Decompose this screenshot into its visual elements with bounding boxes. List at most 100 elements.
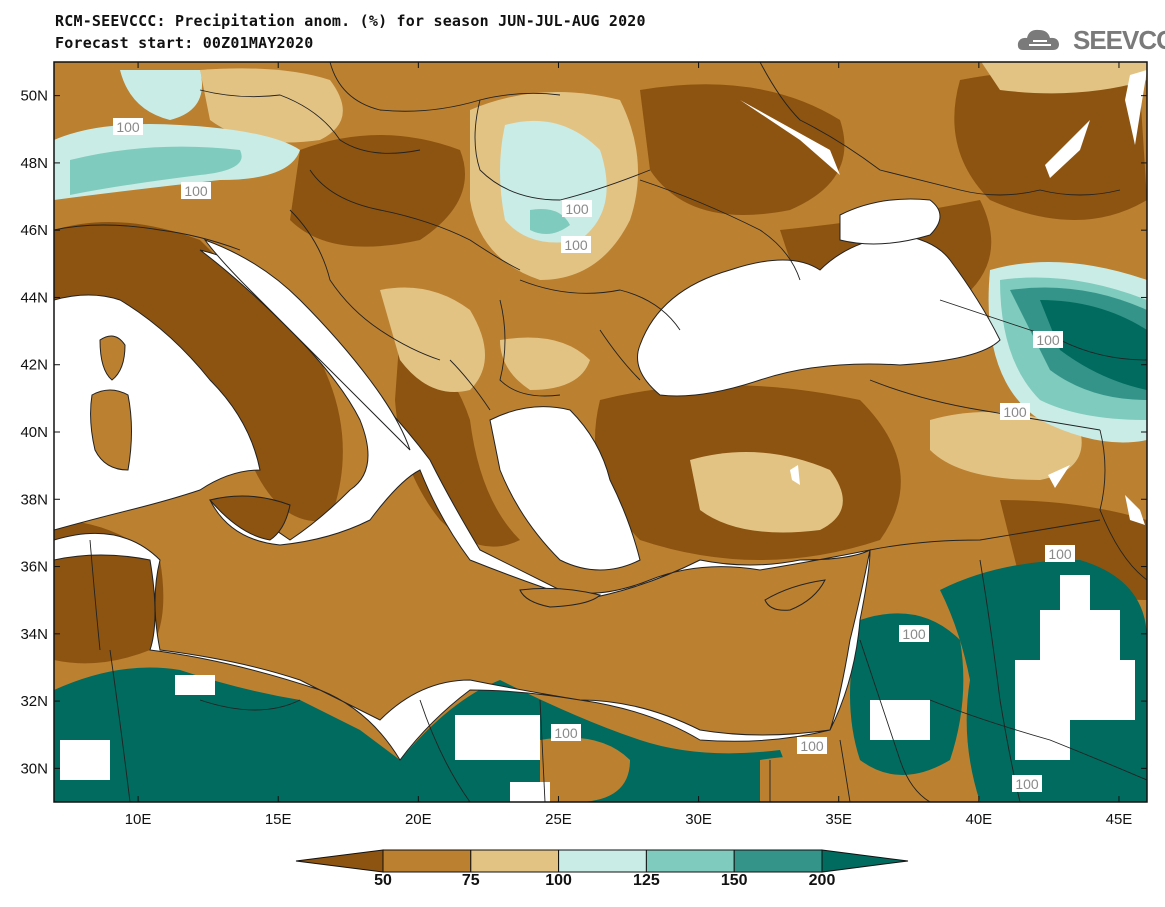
- contour-label: 100: [1003, 404, 1027, 420]
- field-light-tan: [981, 62, 1147, 94]
- forecast-start-label: Forecast start: 00Z01MAY2020: [55, 34, 314, 52]
- field-light-tan: [930, 412, 1082, 480]
- colorbar-segment: [558, 849, 647, 873]
- sicily: [209, 495, 291, 541]
- colorbar-label: 50: [374, 872, 392, 889]
- x-tick-label: 25E: [545, 811, 572, 828]
- x-tick-label: 30E: [685, 811, 712, 828]
- contour-label: 100: [1015, 776, 1039, 792]
- colorbar-label: 100: [545, 872, 572, 889]
- contour-labels: 100 100 100 100 100 100 100 100 100 100 100: [113, 118, 1075, 792]
- contour-label: 100: [116, 119, 140, 135]
- y-tick-label: 36N: [20, 559, 48, 576]
- contour-label-box: [561, 236, 591, 253]
- colorbar: [295, 849, 909, 873]
- y-tick-label: 46N: [20, 222, 48, 239]
- y-tick-label: 32N: [20, 693, 48, 710]
- contour-label: 100: [902, 626, 926, 642]
- field-dark-brown: [640, 84, 845, 216]
- field-mint: [70, 146, 242, 195]
- y-axis: 50N 48N 46N 44N 42N 40N 38N 36N 34N 32N 30N: [20, 88, 1147, 777]
- contour-label: 100: [1036, 332, 1060, 348]
- masked-area: [455, 715, 540, 760]
- map-fields: [54, 62, 1147, 802]
- x-tick-label: 45E: [1106, 811, 1133, 828]
- contour-label-box: [1012, 775, 1042, 792]
- colorbar-upper-arrow: [821, 849, 909, 873]
- x-tick-label: 10E: [125, 811, 152, 828]
- field-pale-mint: [120, 70, 202, 120]
- masked-area: [870, 700, 930, 740]
- field-dark-teal: [1040, 300, 1147, 390]
- y-tick-label: 34N: [20, 626, 48, 643]
- adriatic-sea: [203, 238, 411, 451]
- colorbar-lower-arrow: [295, 849, 384, 873]
- country-borders: [54, 62, 1147, 802]
- y-tick-label: 38N: [20, 491, 48, 508]
- field-dark-brown: [290, 135, 465, 247]
- x-tick-label: 15E: [265, 811, 292, 828]
- contour-label-box: [1000, 403, 1030, 420]
- masked-area: [1015, 575, 1135, 760]
- contour-label-box: [181, 182, 211, 199]
- masked-area: [175, 675, 215, 695]
- contour-label-box: [797, 737, 827, 754]
- masked-area: [1045, 120, 1090, 178]
- field-light-tan: [200, 68, 343, 143]
- contour-label-box: [551, 724, 581, 741]
- y-tick-label: 44N: [20, 289, 48, 306]
- field-dark-brown: [954, 72, 1147, 220]
- contour-label-box: [1033, 331, 1063, 348]
- field-light-tan: [690, 452, 843, 533]
- colorbar-segment: [382, 849, 472, 873]
- contour-label: 100: [800, 738, 824, 754]
- crete: [519, 587, 601, 608]
- sea-of-azov: [839, 198, 941, 245]
- contour-label: 100: [554, 725, 578, 741]
- logo-text: SEEVCCC: [1073, 25, 1165, 55]
- contour-label-box: [562, 200, 592, 217]
- masked-area: [1125, 70, 1147, 145]
- contour-label-box: [899, 625, 929, 642]
- sardinia: [90, 389, 132, 471]
- field-brown-inset: [760, 756, 850, 802]
- cloud-logo-icon: [1017, 29, 1059, 50]
- colorbar-segment: [470, 849, 560, 873]
- contour-label: 100: [565, 201, 589, 217]
- contour-label: 100: [1048, 546, 1072, 562]
- masked-area: [790, 465, 800, 485]
- colorbar-label: 125: [633, 872, 660, 889]
- y-tick-label: 50N: [20, 88, 48, 105]
- cyprus: [764, 579, 826, 611]
- colorbar-segment: [645, 849, 735, 873]
- y-tick-label: 42N: [20, 357, 48, 374]
- masked-area: [1125, 495, 1145, 525]
- colorbar-segment: [733, 849, 823, 873]
- x-axis: 10E 15E 20E 25E 30E 35E 40E 45E: [125, 62, 1133, 828]
- corsica: [99, 335, 126, 381]
- field-brown-inset: [540, 737, 630, 802]
- colorbar-label: 200: [808, 872, 836, 889]
- masked-area: [60, 740, 110, 780]
- field-light-tan: [380, 287, 485, 392]
- field-mint: [530, 209, 570, 234]
- x-tick-label: 40E: [965, 811, 992, 828]
- x-tick-label: 35E: [825, 811, 852, 828]
- colorbar-label: 75: [461, 872, 480, 889]
- contour-label-box: [1045, 545, 1075, 562]
- map-title: RCM-SEEVCCC: Precipitation anom. (%) for…: [55, 12, 646, 30]
- contour-label-box: [113, 118, 143, 135]
- black-sea: [637, 234, 1001, 397]
- aegean-sea: [489, 406, 641, 571]
- contour-label: 100: [184, 183, 208, 199]
- y-tick-label: 40N: [20, 424, 48, 441]
- contour-label: 100: [564, 237, 588, 253]
- masked-area: [510, 782, 550, 802]
- y-tick-label: 48N: [20, 155, 48, 172]
- field-light-tan: [500, 337, 590, 390]
- masked-area: [1048, 465, 1070, 488]
- x-tick-label: 20E: [405, 811, 432, 828]
- colorbar-label: 150: [720, 872, 748, 889]
- y-tick-label: 30N: [20, 760, 48, 777]
